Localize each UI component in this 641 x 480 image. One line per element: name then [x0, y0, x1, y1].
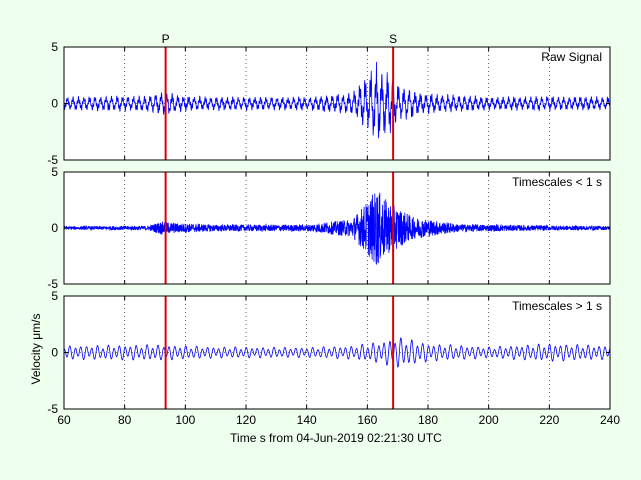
x-tick-label: 80: [118, 413, 132, 427]
x-tick-label: 100: [175, 413, 195, 427]
x-tick-label: 220: [539, 413, 559, 427]
x-tick-label: 180: [418, 413, 438, 427]
signal-trace: [63, 61, 611, 139]
x-tick-label: 140: [297, 413, 317, 427]
x-tick-label: 120: [236, 413, 256, 427]
y-tick-label: 5: [51, 40, 58, 54]
signal-trace: [63, 192, 611, 265]
y-tick-label: 0: [51, 221, 58, 235]
y-tick-label: 5: [51, 289, 58, 303]
x-tick-label: 160: [357, 413, 377, 427]
x-axis-label: Time s from 04-Jun-2019 02:21:30 UTC: [230, 431, 442, 445]
panel-3: -5 0 5 60 80 100 120 140 160 180 200 220 240 Timescal…: [47, 289, 620, 427]
y-tick-label: -5: [47, 277, 58, 291]
y-tick-label: -5: [47, 153, 58, 167]
phase-marker-label: P: [162, 32, 170, 46]
phase-marker-label: S: [389, 32, 397, 46]
y-axis-label: Velocity μm/s: [29, 314, 43, 385]
panel-2: -5 0 5 Timescales < 1 s: [47, 165, 611, 291]
y-tick-label: -5: [47, 402, 58, 416]
signal-trace: [63, 337, 611, 368]
y-tick-label: 0: [51, 346, 58, 360]
x-tick-label: 200: [479, 413, 499, 427]
x-tick-label: 60: [57, 413, 71, 427]
panel-title: Timescales > 1 s: [512, 299, 602, 313]
y-tick-label: 0: [51, 97, 58, 111]
x-tick-label: 240: [600, 413, 620, 427]
panel-title: Raw Signal: [541, 50, 602, 64]
panel-1: P S -5 0 5 Raw Signal: [47, 32, 611, 167]
panel-title: Timescales < 1 s: [512, 175, 602, 189]
y-tick-label: 5: [51, 165, 58, 179]
